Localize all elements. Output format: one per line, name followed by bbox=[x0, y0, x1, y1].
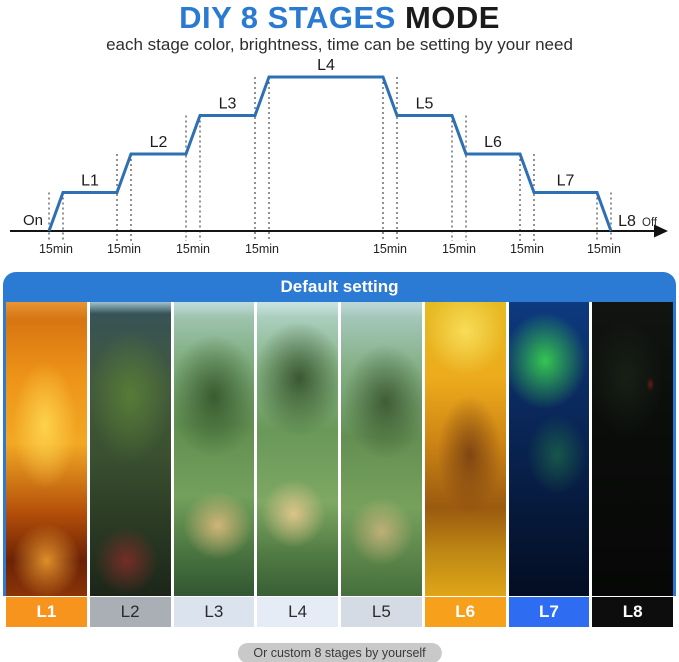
aquarium-strips-row bbox=[3, 302, 676, 596]
stage-chart-label: L5 bbox=[416, 96, 434, 113]
ramp-duration-label: 15min bbox=[107, 242, 141, 256]
page-subtitle: each stage color, brightness, time can b… bbox=[106, 35, 573, 54]
stage-label-l8: L8 bbox=[592, 597, 673, 627]
stage-label-l6: L6 bbox=[424, 597, 506, 627]
stage-label-l5: L5 bbox=[341, 597, 422, 627]
stage-label-l3: L3 bbox=[173, 597, 255, 627]
default-setting-panel: Default setting L1 L2 L3 L4 L5 L6 L7 L8 bbox=[3, 272, 676, 627]
stage-chart-label: L7 bbox=[557, 173, 575, 190]
aquarium-photo-l6 bbox=[424, 302, 506, 596]
off-label: Off bbox=[642, 217, 658, 229]
ramp-duration-label: 15min bbox=[510, 242, 544, 256]
stage-label-l7: L7 bbox=[508, 597, 590, 627]
aquarium-photo-l4 bbox=[257, 302, 338, 596]
aquarium-photo-l8 bbox=[592, 302, 673, 596]
page-title: DIY 8 STAGES MODE bbox=[0, 1, 679, 35]
aquarium-photo-l3 bbox=[173, 302, 255, 596]
title-secondary: MODE bbox=[404, 0, 500, 35]
ramp-duration-label: 15min bbox=[373, 242, 407, 256]
on-label: On bbox=[23, 212, 43, 229]
custom-note-pill: Or custom 8 stages by yourself bbox=[237, 643, 442, 662]
aquarium-photo-l5 bbox=[341, 302, 422, 596]
stage-label-l1: L1 bbox=[6, 597, 87, 627]
aquarium-photo-l7 bbox=[508, 302, 590, 596]
stage-label-l2: L2 bbox=[89, 597, 171, 627]
stage-chart-label: L8 bbox=[618, 213, 636, 230]
stage-label-l4: L4 bbox=[257, 597, 338, 627]
stage-timeline-svg: 15min 15min 15min 15min 15min 15min 15min 15min… bbox=[10, 57, 668, 256]
stage-timeline-chart: 15min 15min 15min 15min 15min 15min 15min 15min… bbox=[0, 55, 679, 262]
stage-chart-label: L3 bbox=[219, 96, 237, 113]
ramp-duration-label: 15min bbox=[176, 242, 210, 256]
ramp-duration-label: 15min bbox=[39, 242, 73, 256]
stage-chart-label: L2 bbox=[150, 134, 168, 151]
title-highlight: DIY 8 STAGES bbox=[179, 0, 405, 35]
stage-chart-label: L4 bbox=[317, 57, 335, 74]
stage-labels-row: L1 L2 L3 L4 L5 L6 L7 L8 bbox=[6, 597, 673, 627]
stage-chart-label: L6 bbox=[484, 134, 502, 151]
aquarium-photo-l2 bbox=[89, 302, 171, 596]
time-axis-arrow-icon bbox=[654, 224, 668, 238]
ramp-duration-label: 15min bbox=[442, 242, 476, 256]
stage-chart-label: L1 bbox=[81, 173, 99, 190]
default-setting-header: Default setting bbox=[3, 272, 676, 302]
aquarium-photo-l1 bbox=[6, 302, 87, 596]
ramp-duration-label: 15min bbox=[245, 242, 279, 256]
ramp-duration-label: 15min bbox=[587, 242, 621, 256]
brightness-step-line bbox=[47, 75, 613, 232]
